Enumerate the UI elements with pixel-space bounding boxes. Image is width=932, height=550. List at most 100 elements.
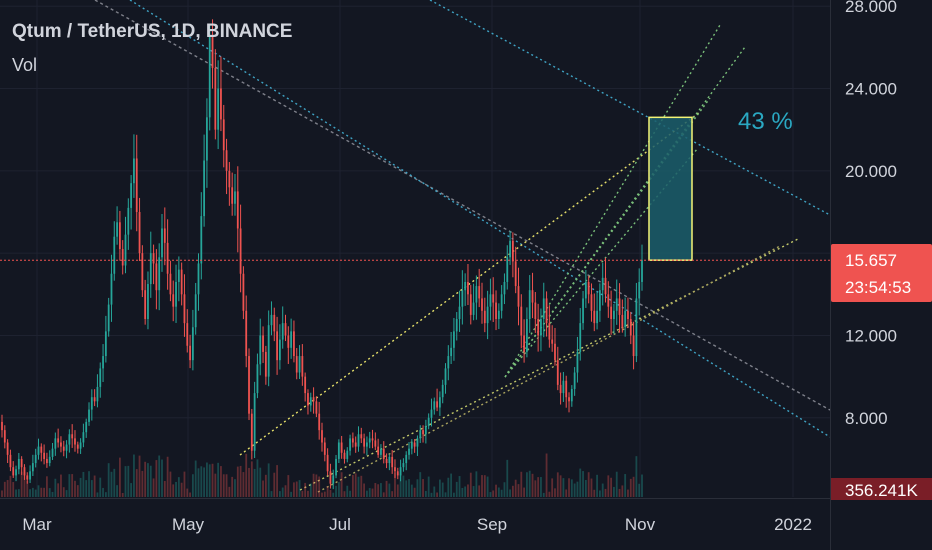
volume-bar: [318, 476, 321, 497]
candle: [497, 303, 500, 330]
candle: [23, 464, 26, 480]
volume-bar: [481, 475, 483, 497]
volume-bar: [9, 475, 12, 497]
volume-bar: [203, 467, 206, 497]
volume-bar: [495, 484, 497, 497]
volume-bar: [500, 489, 503, 497]
volume-bar: [542, 492, 545, 497]
candle: [48, 450, 51, 467]
candle: [12, 461, 15, 478]
candle: [197, 253, 200, 311]
volume-bar: [503, 482, 506, 497]
volume-bar: [329, 489, 332, 497]
candle: [15, 465, 17, 482]
volume-bar: [239, 465, 242, 497]
candle: [54, 432, 57, 456]
volume-bar: [613, 486, 615, 497]
volume-bar: [615, 471, 618, 497]
volume-bar: [155, 460, 158, 497]
volume-bar: [113, 468, 116, 497]
candle: [1, 414, 3, 438]
volume-bar: [354, 473, 357, 497]
volume-bar: [46, 476, 48, 497]
candle: [169, 260, 172, 302]
volume-bar: [368, 488, 371, 497]
volume-bar: [590, 478, 593, 497]
candle: [144, 279, 147, 325]
candle: [354, 436, 357, 453]
volume-bar: [410, 484, 413, 497]
candle: [377, 438, 380, 458]
volume-bar: [601, 483, 604, 497]
candle: [6, 439, 9, 463]
candle: [220, 56, 222, 132]
volume-bar: [163, 481, 166, 497]
volume-bar: [1, 490, 3, 497]
candle: [264, 345, 267, 385]
candle: [256, 353, 259, 399]
volume-bar: [248, 467, 250, 497]
candle: [413, 439, 416, 453]
candle: [301, 344, 304, 386]
volume-bar: [54, 478, 57, 497]
candle: [40, 443, 43, 462]
candle: [250, 408, 253, 460]
volume-bar: [374, 483, 377, 497]
candle: [211, 19, 214, 89]
candle: [309, 392, 312, 412]
volume-bar: [298, 480, 301, 497]
volume-bar: [545, 453, 548, 497]
volume-bar: [256, 459, 259, 497]
volume-bar: [172, 484, 175, 497]
candle: [351, 432, 354, 448]
volume-bar: [267, 463, 270, 497]
time-tick-label: Jul: [329, 515, 351, 534]
volume-bar: [475, 471, 478, 497]
candle: [424, 419, 427, 444]
candle: [419, 425, 422, 443]
volume-bar: [405, 480, 408, 497]
volume-bar: [104, 492, 107, 497]
candle: [3, 425, 6, 449]
candle: [489, 278, 492, 321]
volume-bar: [48, 488, 51, 497]
price-tick-label: 12.000: [845, 326, 897, 345]
volume-bar: [469, 472, 472, 497]
candle: [568, 392, 570, 413]
volume-bar: [183, 471, 186, 497]
candle: [565, 375, 568, 408]
candle: [236, 166, 239, 253]
candle: [152, 244, 155, 285]
candle: [295, 348, 298, 380]
candle: [604, 257, 607, 303]
candle: [57, 428, 60, 448]
volume-bar: [450, 473, 453, 497]
volume-bar: [604, 488, 607, 497]
candle: [472, 283, 475, 321]
candle: [225, 138, 228, 195]
volume-bar: [433, 486, 436, 497]
candle: [427, 413, 430, 430]
volume-bar: [222, 474, 225, 497]
volume-value-label: 356.241K: [845, 481, 918, 500]
volume-bar: [419, 472, 422, 497]
candle: [99, 362, 102, 398]
trend-line-1: [129, 0, 831, 438]
candle: [107, 297, 110, 337]
candle: [262, 326, 264, 363]
candle: [166, 219, 169, 290]
candle: [540, 308, 542, 352]
candle: [284, 314, 287, 342]
candle: [17, 453, 20, 475]
candle: [102, 344, 104, 382]
volume-bar: [68, 474, 71, 497]
candle: [368, 431, 371, 449]
candle: [495, 290, 497, 331]
candle: [287, 326, 290, 364]
candle: [133, 134, 135, 198]
volume-bar: [152, 478, 155, 497]
candle: [90, 389, 93, 421]
volume-bar: [388, 483, 391, 497]
candle: [545, 291, 548, 337]
